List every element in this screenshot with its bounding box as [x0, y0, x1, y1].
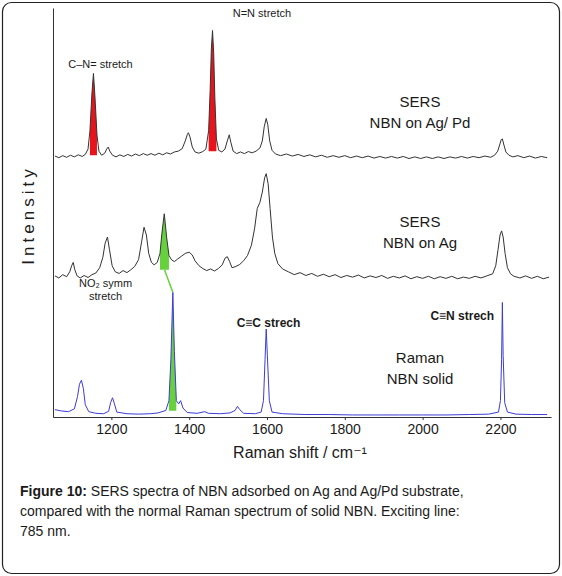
peak-annotation-line: C≡C strech [237, 316, 301, 330]
y-axis-line [53, 9, 54, 418]
x-tick-label: 2000 [408, 421, 439, 437]
caption-text: SERS spectra of NBN adsorbed on Ag and A… [91, 483, 464, 499]
chart-svg: 1200 1400 1600 1800 2000 2200 Raman shift / cm… [0, 0, 562, 576]
caption-label: Figure 10: [20, 483, 91, 499]
caption-text: compared with the normal Raman spectrum … [20, 503, 460, 519]
x-tick-mark [423, 417, 424, 420]
series-label: Raman NBN solid [387, 349, 454, 387]
peak-annotation-line: C–N= stretch [68, 58, 133, 70]
peak-annotation: C≡C strech [237, 316, 301, 330]
x-tick-mark [500, 417, 501, 420]
caption-line: 785 nm. [20, 523, 71, 539]
x-tick: 2200 [485, 417, 516, 437]
x-tick: 1800 [330, 417, 361, 437]
x-axis-title: Raman shift / cm⁻¹ [233, 444, 367, 461]
x-tick-label: 1600 [252, 421, 283, 437]
x-tick: 2000 [408, 417, 439, 437]
caption-text: 785 nm. [20, 523, 71, 539]
x-tick-mark [111, 417, 112, 420]
spectrum-line [55, 292, 547, 415]
y-axis [53, 9, 54, 418]
x-tick-label: 1800 [330, 421, 361, 437]
spectrum-line [55, 30, 547, 158]
x-tick-label: 2200 [485, 421, 516, 437]
x-tick-mark [345, 417, 346, 420]
y-axis-title: Intensity [19, 165, 38, 264]
peak-annotation: N=N stretch [233, 7, 291, 19]
figure-frame [3, 3, 560, 574]
x-tick: 1600 [252, 417, 283, 437]
series-label-line: SERS [400, 213, 441, 230]
series-label-line: NBN solid [387, 370, 454, 387]
caption-line: compared with the normal Raman spectrum … [20, 503, 460, 519]
x-tick-label: 1200 [96, 421, 127, 437]
plot-area [55, 30, 549, 414]
peak-annotation-line: stretch [89, 290, 122, 302]
spectrum-line [55, 174, 549, 279]
x-tick: 1200 [96, 417, 127, 437]
series-label-line: Raman [396, 349, 444, 366]
x-tick-mark [267, 417, 268, 420]
peak-annotation-line: N=N stretch [233, 7, 291, 19]
x-tick-label: 1400 [174, 421, 205, 437]
series-label-line: SERS [400, 93, 441, 110]
series-label-line: NBN on Ag/ Pd [370, 114, 471, 131]
peak-annotation: NO₂ symmstretch [79, 277, 132, 302]
series-label: SERS NBN on Ag/ Pd [370, 93, 471, 131]
x-tick: 1400 [174, 417, 205, 437]
x-axis-line [54, 417, 552, 418]
peak-annotation: C–N= stretch [68, 58, 133, 70]
x-axis: 1200 1400 1600 1800 2000 2200 [54, 417, 552, 437]
caption-line: Figure 10: SERS spectra of NBN adsorbed … [20, 483, 464, 499]
series-label: SERS NBN on Ag [383, 213, 457, 251]
peak-annotation-line: NO₂ symm [79, 277, 132, 289]
peak-annotation: C≡N strech [430, 309, 494, 323]
series-label-line: NBN on Ag [383, 234, 457, 251]
peak-connector [164, 270, 172, 292]
chart-root: 1200 1400 1600 1800 2000 2200 Raman shift / cm… [0, 0, 562, 576]
peak-annotation-line: C≡N strech [430, 309, 494, 323]
x-tick-mark [189, 417, 190, 420]
